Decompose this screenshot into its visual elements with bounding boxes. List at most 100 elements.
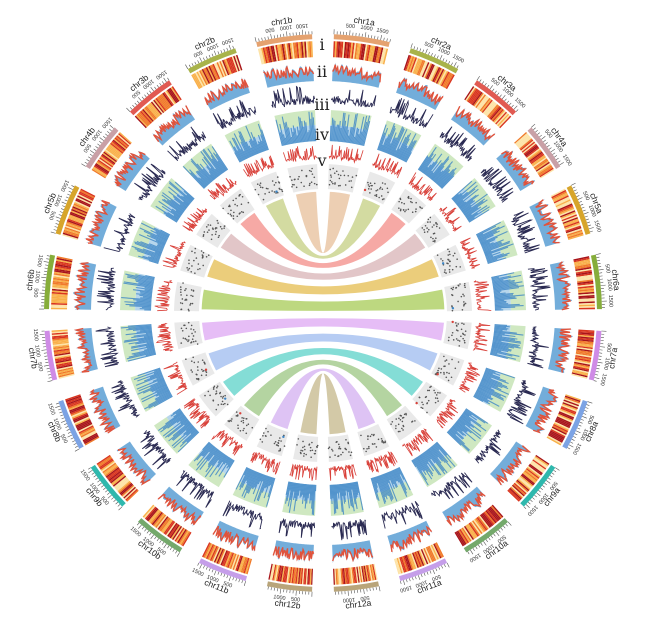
chr6b-bar bbox=[135, 286, 153, 291]
chr9b-scatter-point bbox=[224, 402, 226, 405]
chr6a-bar bbox=[494, 303, 509, 305]
chr5b-bar bbox=[136, 250, 161, 259]
chr11a-tick bbox=[446, 562, 450, 568]
chr5b-bar bbox=[143, 230, 167, 243]
chr11a-heat-bin bbox=[434, 542, 443, 558]
chr7a-heat-bin bbox=[576, 344, 593, 348]
chr12a-ideogram bbox=[333, 581, 380, 592]
chr8a-scatter-point bbox=[448, 372, 450, 375]
chr7a-tick bbox=[596, 368, 600, 370]
chr5b-scatter-point bbox=[188, 259, 190, 261]
chr8a-scatter-point bbox=[451, 358, 453, 361]
chr10b-bar bbox=[209, 454, 226, 478]
chr3a-ideogram bbox=[474, 80, 517, 116]
chr11b-bar bbox=[256, 475, 267, 501]
chr3a-bar bbox=[421, 157, 432, 173]
chr8b-heat-bin bbox=[66, 398, 83, 405]
chr8a-bar bbox=[478, 386, 504, 400]
chr9a-bar bbox=[447, 430, 470, 452]
chr7a-scatter-point bbox=[456, 325, 458, 327]
chr6a-scatter-point bbox=[459, 283, 461, 285]
chr12b-bar bbox=[300, 483, 304, 497]
chr9a-bar bbox=[461, 414, 472, 422]
chr12b-density-line bbox=[272, 546, 315, 562]
chr12a-label: chr12a bbox=[345, 598, 372, 611]
chr7a-tick-label: 500 bbox=[605, 343, 612, 353]
chr6b-bar bbox=[132, 289, 153, 293]
chr11b-heat-bin bbox=[244, 558, 251, 574]
chr3a-heat-bin bbox=[496, 112, 509, 126]
chr10a-tick bbox=[493, 533, 496, 537]
chr4a-tick bbox=[550, 148, 556, 153]
chr2b-heat-bin bbox=[234, 55, 242, 71]
chr12a-heat-bin bbox=[351, 567, 355, 584]
chr5b-tick-label: 1500 bbox=[59, 179, 70, 193]
chr10a-heat-bin bbox=[461, 527, 472, 542]
chr9b-heat-bin bbox=[125, 488, 138, 501]
chr9a-bar bbox=[465, 408, 489, 424]
chr11b-scatter-point bbox=[279, 448, 282, 450]
chr12a-density-line bbox=[332, 547, 374, 563]
chr3b-heat-bin bbox=[158, 95, 170, 109]
chr6a-scatter-point bbox=[452, 286, 455, 289]
chr6a-scatter-point bbox=[460, 295, 463, 298]
chr11b-tick bbox=[241, 580, 243, 584]
chr6a-bar bbox=[494, 296, 516, 300]
chr10a-scatter-point bbox=[405, 412, 407, 415]
chr8a-scatter-point bbox=[445, 376, 448, 379]
chr3a-tick bbox=[504, 98, 507, 102]
chr11a-heat-bin bbox=[410, 553, 418, 569]
chr12b-heat-bin bbox=[308, 568, 311, 585]
chr2a-scatter-point bbox=[379, 187, 381, 190]
chr4b-bar bbox=[183, 201, 189, 207]
chr10a-scatter-point bbox=[402, 416, 405, 419]
chr8a-tick bbox=[574, 433, 578, 436]
chr8b-spike-line bbox=[163, 361, 188, 395]
chr3a-scatter-point bbox=[399, 209, 402, 212]
chr11b-tick-label: 1000 bbox=[206, 574, 220, 584]
chr8a-heat-bin bbox=[548, 432, 564, 442]
chr9b-bar bbox=[162, 417, 188, 437]
chr1a-bar bbox=[329, 125, 332, 142]
chr5b-tick bbox=[55, 223, 59, 225]
chr6b-band-green bbox=[120, 270, 140, 311]
chr9a-bar bbox=[458, 417, 471, 427]
chr10b-bar bbox=[227, 458, 232, 466]
chr6a-bar bbox=[492, 279, 511, 284]
chr10a-bar bbox=[423, 451, 442, 476]
chr12a-bar bbox=[339, 484, 345, 515]
chr8b-bar bbox=[148, 393, 172, 406]
chr1a-scatter-point bbox=[329, 174, 332, 176]
chr12b-bar bbox=[311, 484, 314, 509]
chr6b-scatter-point bbox=[179, 291, 182, 293]
chr11b-tick bbox=[211, 569, 214, 573]
chr5b-tick bbox=[58, 214, 62, 216]
chr6a-label: chr6a bbox=[610, 269, 622, 292]
chr10a-heat-bin bbox=[480, 513, 493, 528]
chr5a-spike-line bbox=[459, 237, 480, 269]
chr2b-bar bbox=[234, 152, 241, 163]
chr7b-scatter-point bbox=[187, 321, 190, 324]
chr5b-scatter-point bbox=[201, 256, 204, 259]
chr12a-scatter-point bbox=[338, 446, 341, 448]
chr5a-heat-bin bbox=[562, 217, 579, 225]
chr1b-scatter-point bbox=[293, 183, 295, 186]
chr12b-heat-bin bbox=[285, 566, 289, 583]
chr5b-bar bbox=[160, 229, 171, 236]
chr11b-heat-bin bbox=[231, 553, 238, 570]
chr4a-heat-bin bbox=[518, 137, 532, 149]
chr9a-line-track bbox=[474, 429, 502, 464]
chr3b-bar bbox=[196, 163, 213, 182]
chr9b-scatter-point bbox=[213, 385, 216, 388]
chr10b-heat-bin bbox=[175, 528, 186, 543]
chr5a-bar bbox=[486, 254, 508, 262]
chr2a-scatter-point bbox=[386, 187, 389, 190]
chr10b-scatter-point bbox=[242, 417, 245, 419]
chr7a-scatter-point bbox=[452, 339, 455, 341]
chr9b-spike-line bbox=[183, 398, 211, 429]
chr2b-scatter-point bbox=[259, 182, 262, 184]
link-chr7a-chr7b bbox=[200, 316, 446, 342]
chr8b-ideogram bbox=[58, 399, 84, 449]
chr11a-tick bbox=[420, 574, 423, 578]
chr4a-bar bbox=[451, 180, 473, 200]
